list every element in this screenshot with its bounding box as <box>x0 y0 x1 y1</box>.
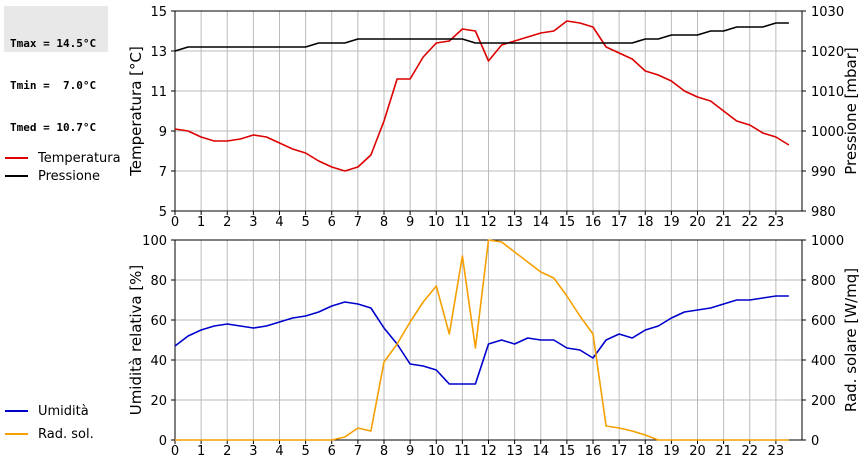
x-tick-label: 17 <box>611 215 628 230</box>
x-tick-label: 20 <box>689 444 706 459</box>
x-tick-label: 6 <box>328 444 336 459</box>
x-tick-label: 7 <box>354 444 362 459</box>
x-tick-label: 19 <box>663 444 680 459</box>
y-axis-label: Umidità relativa [%] <box>127 265 145 416</box>
y2-tick-label: 1000 <box>811 234 844 249</box>
x-tick-label: 22 <box>741 444 758 459</box>
x-tick-label: 2 <box>223 444 231 459</box>
y2-tick-label: 200 <box>811 394 836 409</box>
x-tick-label: 11 <box>454 444 471 459</box>
x-tick-label: 15 <box>559 215 576 230</box>
y2-axis-label: Pressione [mbar] <box>842 47 860 175</box>
x-tick-label: 10 <box>428 215 445 230</box>
x-tick-label: 6 <box>328 215 336 230</box>
x-tick-label: 2 <box>223 215 231 230</box>
y-tick-label: 9 <box>159 125 167 140</box>
y2-tick-label: 990 <box>811 165 836 180</box>
y-tick-label: 7 <box>159 165 167 180</box>
temperature-pressure-chart: 0 1 2 3 4 5 6 7 8 9 10 11 12 13 14 15 16 17 18 19 20 21 22 2357… <box>5 5 860 230</box>
y2-tick-label: 400 <box>811 354 836 369</box>
series-line-umidit <box>174 295 789 385</box>
y-tick-label: 0 <box>159 434 167 449</box>
x-tick-label: 5 <box>301 215 309 230</box>
y2-tick-label: 1030 <box>811 5 844 20</box>
series-line-rad-sol <box>175 239 789 441</box>
y2-tick-label: 1010 <box>811 85 844 100</box>
legend-label: Pressione <box>38 169 100 184</box>
x-tick-label: 1 <box>197 215 205 230</box>
x-tick-label: 19 <box>663 215 680 230</box>
x-tick-label: 16 <box>585 444 602 459</box>
tmed-value: Tmed = 10.7°C <box>10 121 97 134</box>
x-tick-label: 23 <box>768 215 785 230</box>
legend-label: Temperatura <box>37 151 121 166</box>
x-tick-label: 21 <box>715 444 732 459</box>
stats-box: Tmax = 14.5°C Tmin = 7.0°C Tmed = 10.7°C <box>4 6 108 134</box>
x-tick-label: 22 <box>741 215 758 230</box>
y-axis-label: Temperatura [°C] <box>127 46 145 177</box>
humidity-radiation-chart: 0 1 2 3 4 5 6 7 8 9 10 11 12 13 14 15 16 17 18 19 20 21 22 2302… <box>5 234 860 459</box>
x-tick-label: 8 <box>380 215 388 230</box>
y-tick-label: 5 <box>159 205 167 220</box>
x-tick-label: 14 <box>532 444 549 459</box>
y2-tick-label: 1020 <box>811 45 844 60</box>
x-tick-label: 7 <box>354 215 362 230</box>
x-tick-label: 0 <box>171 444 179 459</box>
x-tick-label: 11 <box>454 215 471 230</box>
y2-axis-label: Rad. solare [W/mq] <box>842 268 860 412</box>
x-tick-label: 15 <box>559 444 576 459</box>
x-tick-label: 12 <box>480 215 497 230</box>
x-tick-label: 9 <box>406 444 414 459</box>
x-tick-label: 5 <box>301 444 309 459</box>
legend-label: Umidità <box>38 404 89 419</box>
y-tick-label: 40 <box>150 354 167 369</box>
x-tick-label: 8 <box>380 444 388 459</box>
x-tick-label: 20 <box>689 215 706 230</box>
y2-tick-label: 980 <box>811 205 836 220</box>
series-line-pressione <box>174 22 789 52</box>
tmin-value: Tmin = 7.0°C <box>10 79 97 92</box>
x-tick-label: 3 <box>249 215 257 230</box>
x-tick-label: 17 <box>611 444 628 459</box>
x-tick-label: 4 <box>275 215 283 230</box>
tmax-value: Tmax = 14.5°C <box>10 37 97 50</box>
x-tick-label: 3 <box>249 444 257 459</box>
x-tick-label: 18 <box>637 444 654 459</box>
legend-label: Rad. sol. <box>38 427 94 442</box>
x-tick-label: 21 <box>715 215 732 230</box>
x-tick-label: 13 <box>506 444 523 459</box>
y2-tick-label: 1000 <box>811 125 844 140</box>
y-tick-label: 80 <box>150 274 167 289</box>
x-tick-label: 0 <box>171 215 179 230</box>
x-tick-label: 13 <box>506 215 523 230</box>
y2-tick-label: 0 <box>811 434 819 449</box>
x-tick-label: 4 <box>275 444 283 459</box>
x-tick-label: 1 <box>197 444 205 459</box>
series-line-temperatura <box>174 20 790 172</box>
y2-tick-label: 800 <box>811 274 836 289</box>
y-tick-label: 15 <box>150 5 167 20</box>
x-tick-label: 18 <box>637 215 654 230</box>
x-tick-label: 16 <box>585 215 602 230</box>
y-tick-label: 13 <box>150 45 167 60</box>
x-tick-label: 14 <box>532 215 549 230</box>
x-tick-label: 9 <box>406 215 414 230</box>
y-tick-label: 11 <box>150 85 167 100</box>
y-tick-label: 20 <box>150 394 167 409</box>
x-tick-label: 10 <box>428 444 445 459</box>
x-tick-label: 12 <box>480 444 497 459</box>
y-tick-label: 100 <box>142 234 167 249</box>
x-tick-label: 23 <box>768 444 785 459</box>
y-tick-label: 60 <box>150 314 167 329</box>
y2-tick-label: 600 <box>811 314 836 329</box>
